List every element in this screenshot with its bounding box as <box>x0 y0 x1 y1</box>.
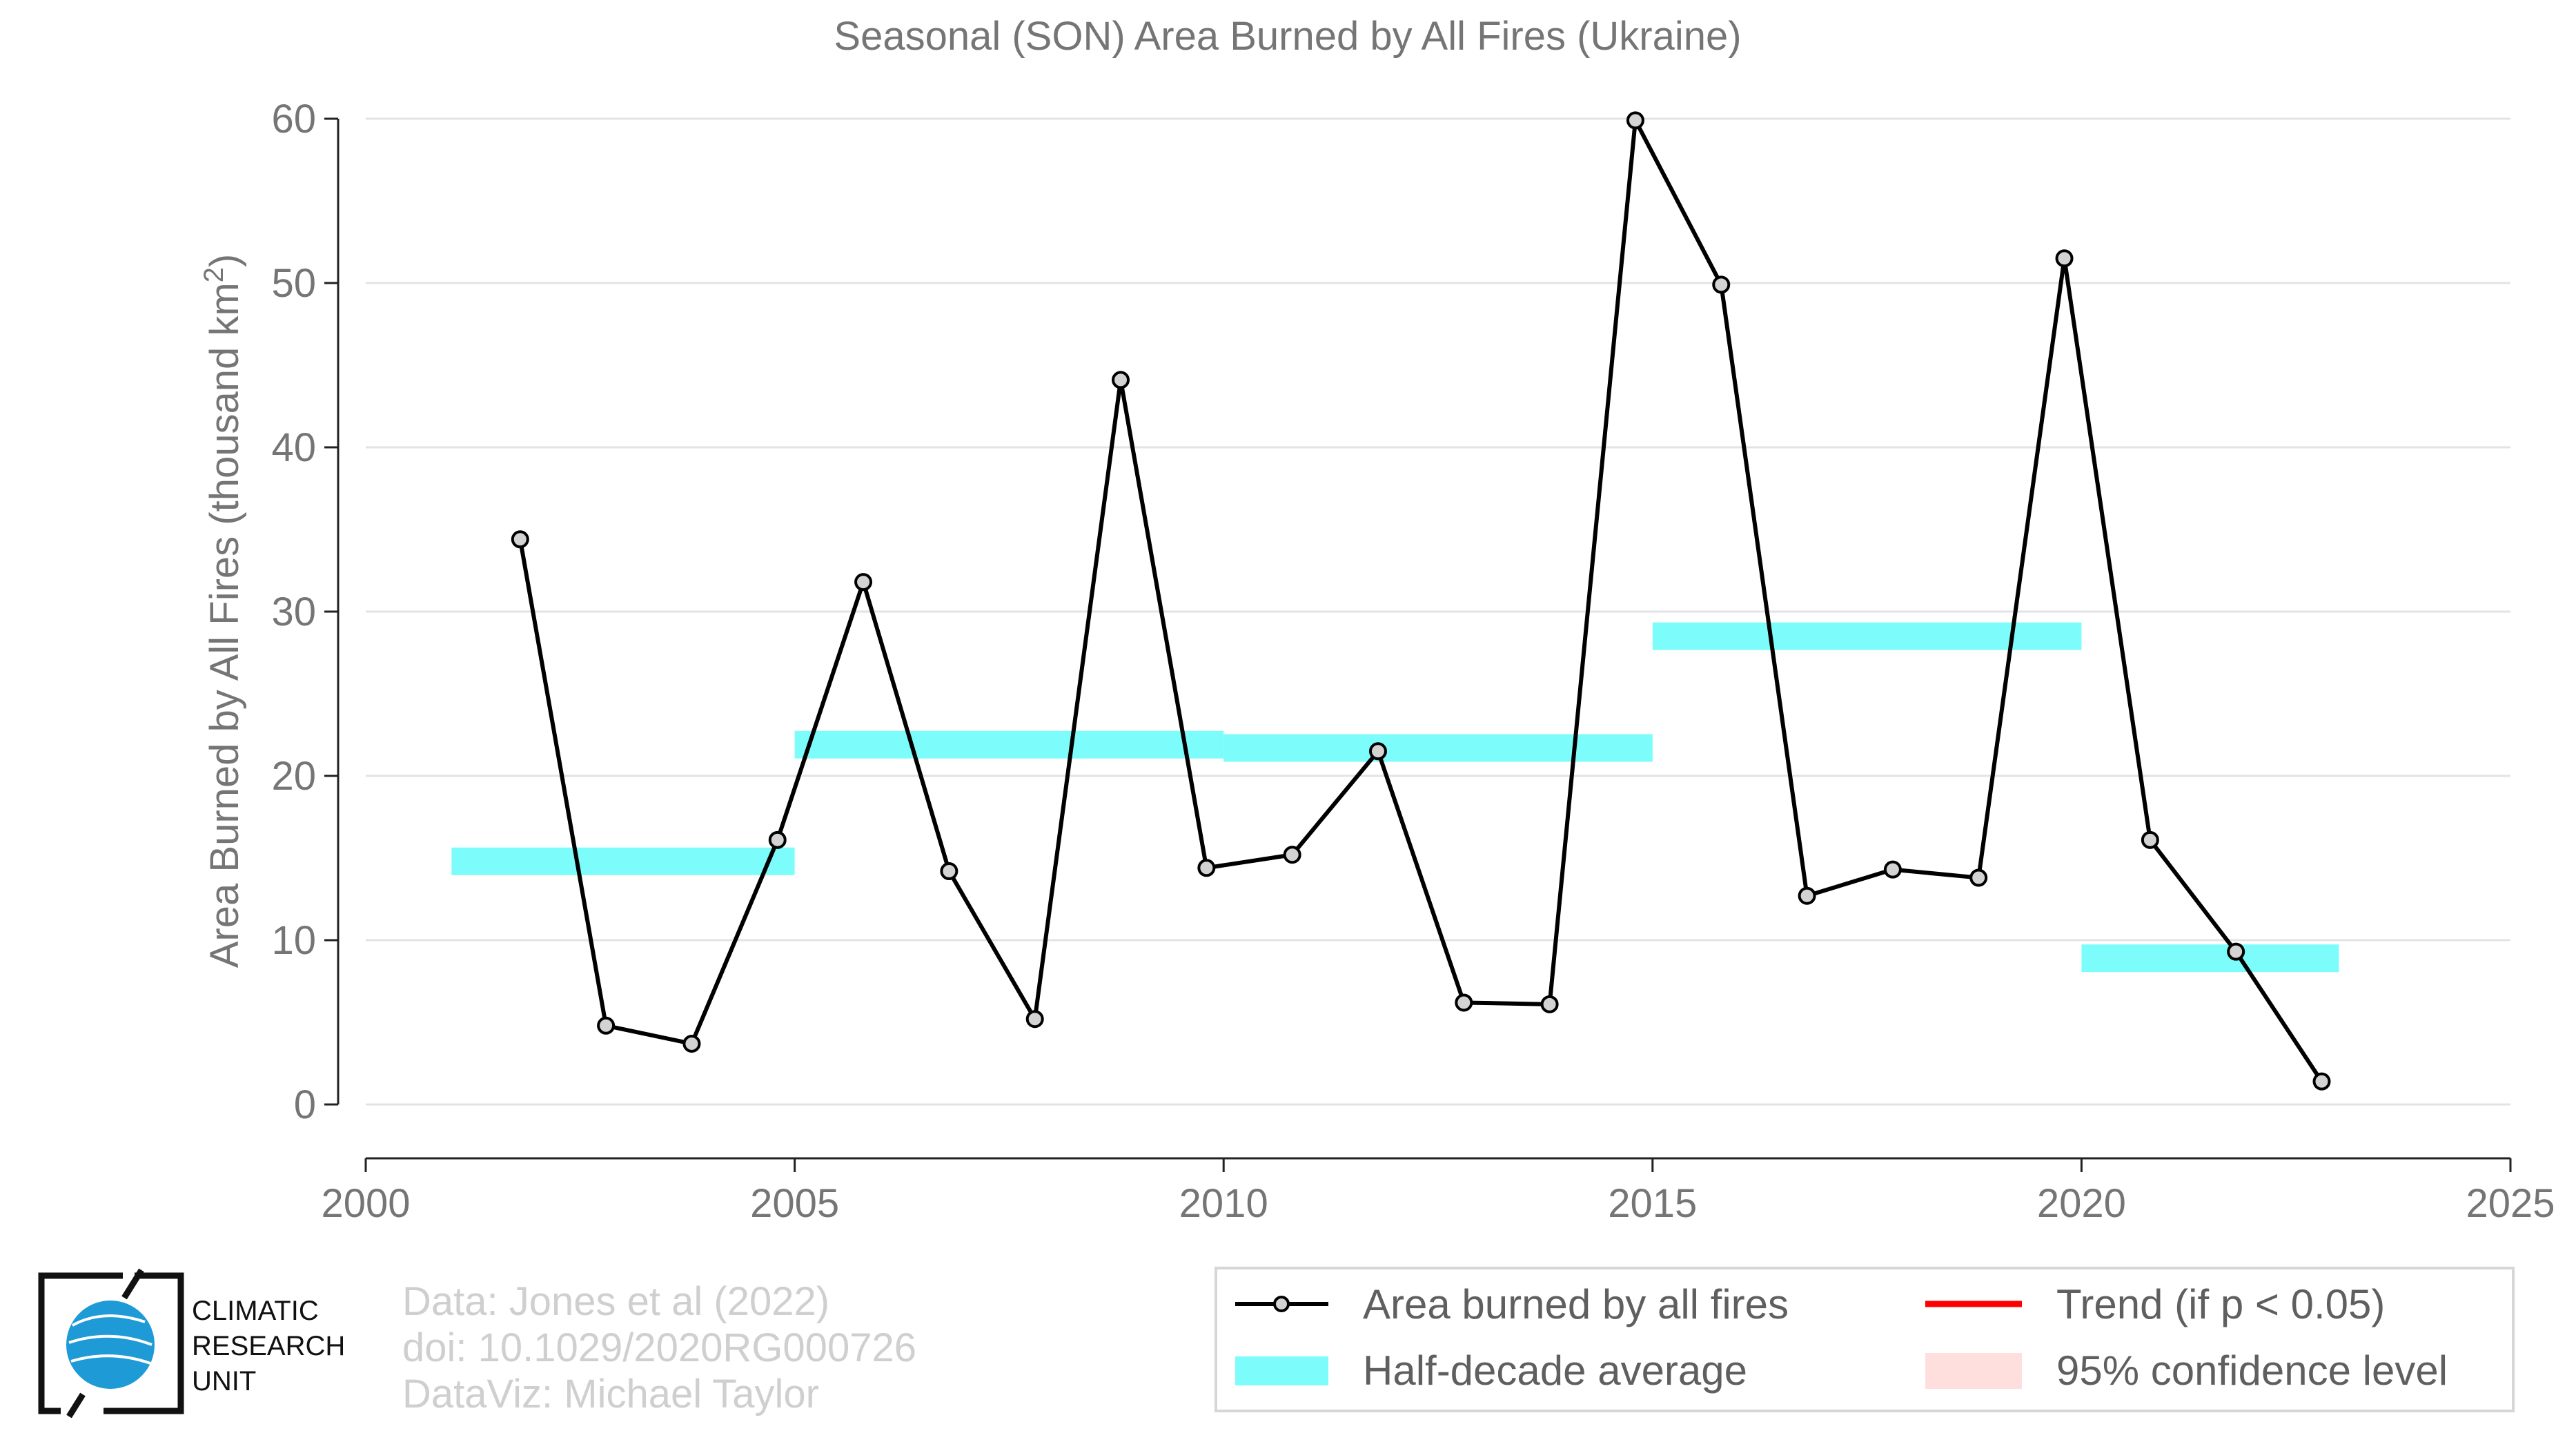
logo-text-climatic: CLIMATIC <box>192 1296 319 1326</box>
globe-icon <box>66 1301 155 1389</box>
credit-doi: doi: 10.1029/2020RG000726 <box>402 1325 916 1370</box>
legend-item-confidence: 95% confidence level <box>1925 1347 2448 1394</box>
logo-text-research: RESEARCH <box>192 1331 345 1361</box>
legend-item-area-burned: Area burned by all fires <box>1235 1281 1789 1327</box>
half-decade-band-2 <box>794 730 1224 759</box>
data-point-14 <box>1626 111 1644 130</box>
data-point-18 <box>1969 868 1988 887</box>
gridlines <box>366 117 2510 1106</box>
data-point-22 <box>2312 1072 2331 1091</box>
legend-label-confidence: 95% confidence level <box>2056 1347 2448 1394</box>
legend: Area burned by all fires Trend (if p < 0… <box>1215 1267 2515 1412</box>
half-decade-band-1 <box>451 847 795 875</box>
data-point-13 <box>1540 995 1559 1013</box>
logo-text-unit: UNIT <box>192 1366 256 1396</box>
y-axis-title-close: ) <box>202 254 247 267</box>
logo-frame-slash <box>121 1268 144 1300</box>
data-point-20 <box>2141 830 2159 849</box>
y-tick-label-30: 30 <box>271 590 316 634</box>
chart-title: Seasonal (SON) Area Burned by All Fires … <box>834 14 1741 59</box>
legend-label-half-decade: Half-decade average <box>1363 1347 1747 1394</box>
y-tick-label-0: 0 <box>294 1082 316 1127</box>
y-axis-title-main: Area Burned by All Fires (thousand km <box>202 282 247 968</box>
x-axis: 2000 2005 2010 2015 2020 2025 <box>321 1157 2555 1226</box>
series-line <box>518 118 2323 1083</box>
y-axis-title: Area Burned by All Fires (thousand km2) <box>199 254 247 968</box>
credit-data-source: Data: Jones et al (2022) <box>402 1279 829 1324</box>
y-tick-label-50: 50 <box>271 261 316 306</box>
legend-item-trend: Trend (if p < 0.05) <box>1925 1281 2385 1327</box>
legend-box <box>1215 1267 2515 1412</box>
y-axis: 0 10 20 30 40 50 60 <box>271 97 340 1127</box>
data-point-10 <box>1283 846 1301 864</box>
y-tick-label-40: 40 <box>271 425 316 470</box>
legend-item-half-decade: Half-decade average <box>1235 1347 1747 1394</box>
x-tick-label-2000: 2000 <box>321 1181 410 1226</box>
data-point-12 <box>1455 993 1473 1012</box>
globe-swirl-2 <box>68 1334 153 1346</box>
logo-frame-slash-bottom <box>66 1392 86 1419</box>
credits: Data: Jones et al (2022) doi: 10.1029/20… <box>402 1279 916 1416</box>
data-point-17 <box>1883 860 1902 879</box>
legend-label-trend: Trend (if p < 0.05) <box>2056 1281 2385 1327</box>
x-tick-label-2015: 2015 <box>1608 1181 1697 1226</box>
credit-dataviz: DataViz: Michael Taylor <box>402 1372 819 1416</box>
globe-swirl-1 <box>72 1314 146 1327</box>
data-point-2 <box>597 1016 616 1035</box>
half-decade-band-4 <box>1652 622 2082 650</box>
data-point-16 <box>1798 886 1816 905</box>
globe-swirl-3 <box>70 1354 151 1365</box>
data-point-6 <box>940 862 958 881</box>
x-tick-label-2025: 2025 <box>2466 1181 2555 1226</box>
legend-swatch-marker <box>1273 1296 1290 1312</box>
data-point-21 <box>2227 942 2245 961</box>
cru-logo: CLIMATIC RESEARCH UNIT <box>38 1268 345 1419</box>
y-tick-label-20: 20 <box>271 754 316 799</box>
data-point-1 <box>511 530 529 549</box>
logo-frame <box>38 1272 184 1414</box>
data-point-5 <box>854 573 873 592</box>
x-tick-label-2010: 2010 <box>1179 1181 1268 1226</box>
data-point-15 <box>1712 275 1731 294</box>
data-point-11 <box>1368 742 1387 761</box>
data-point-3 <box>682 1034 701 1053</box>
data-point-8 <box>1112 371 1130 389</box>
x-tick-label-2020: 2020 <box>2037 1181 2126 1226</box>
legend-swatch-half-decade <box>1235 1356 1328 1385</box>
y-tick-label-10: 10 <box>271 918 316 963</box>
data-point-9 <box>1197 859 1216 877</box>
half-decade-band-5 <box>2081 944 2339 973</box>
series-area-burned <box>511 111 2331 1091</box>
legend-swatch-confidence <box>1925 1353 2022 1389</box>
data-point-19 <box>2055 249 2074 268</box>
y-axis-title-superscript: 2 <box>199 267 229 282</box>
data-point-4 <box>768 830 787 849</box>
half-decade-band-3 <box>1223 734 1653 762</box>
data-point-7 <box>1025 1010 1044 1029</box>
legend-label-area-burned: Area burned by all fires <box>1363 1281 1789 1327</box>
x-tick-label-2005: 2005 <box>750 1181 839 1226</box>
y-tick-label-60: 60 <box>271 97 316 142</box>
